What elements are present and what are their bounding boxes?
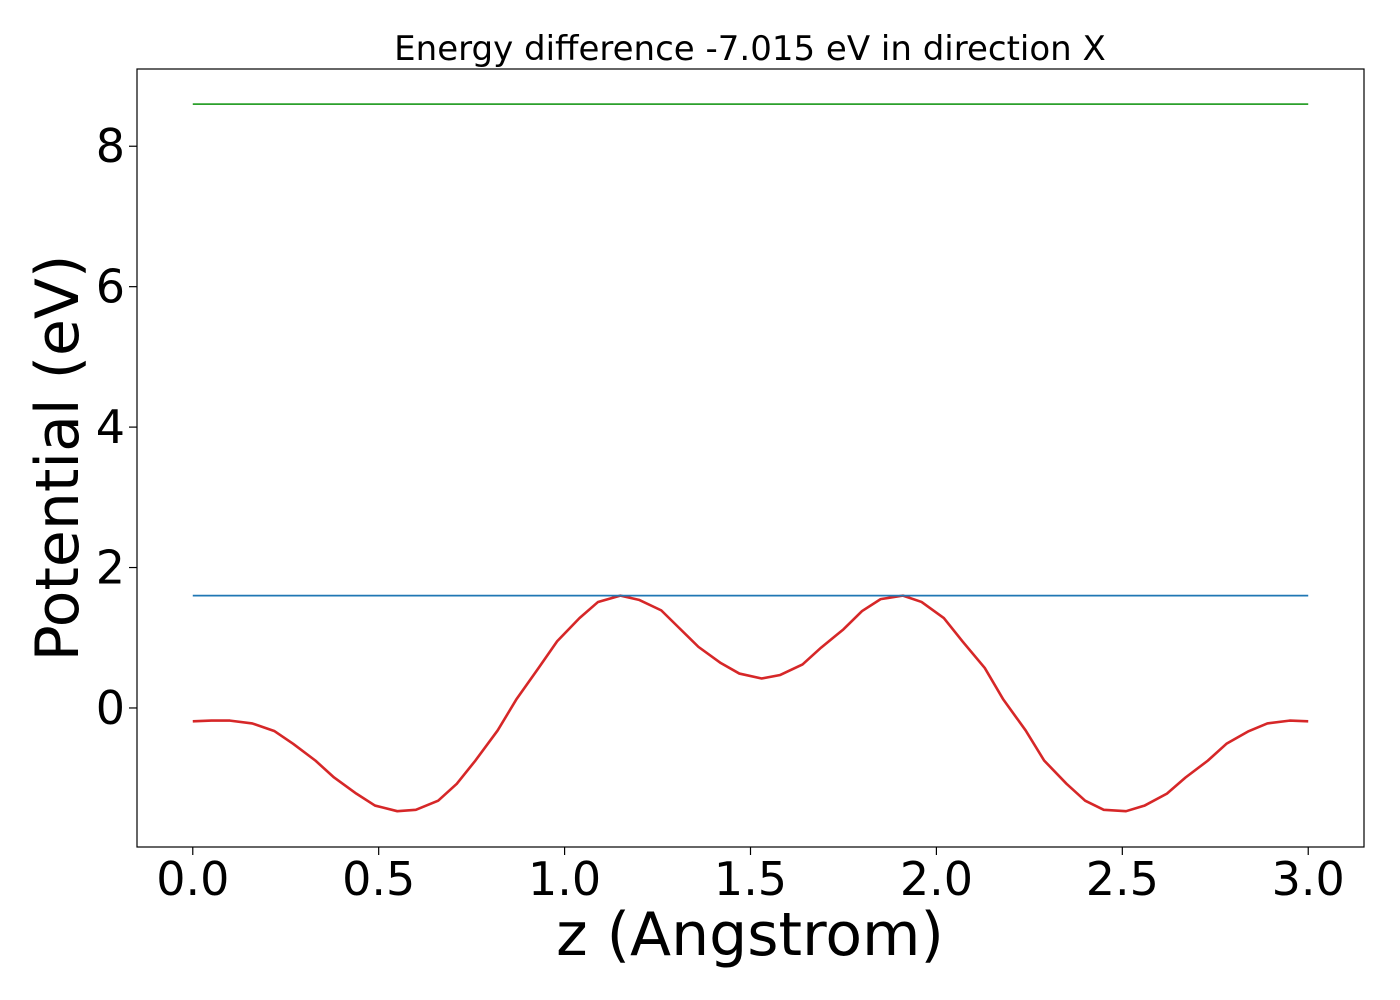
x-axis-ticks: 0.0 0.5 1.0 1.5 2.0 2.5 3.0 (156, 847, 1345, 906)
chart-title: Energy difference -7.015 eV in direction… (394, 29, 1106, 69)
series-line-0 (192, 594, 1309, 813)
series-layer (192, 103, 1309, 813)
x-tick-label: 0.5 (342, 852, 415, 906)
plot-frame (136, 68, 1365, 848)
y-axis-ticks: 0 2 4 6 8 (96, 119, 137, 735)
x-tick-label: 1.5 (714, 852, 787, 906)
x-axis-label: z (Angstrom) (556, 900, 944, 970)
y-tick-label: 0 (96, 681, 125, 735)
y-tick-label: 4 (96, 400, 125, 454)
x-tick-label: 1.0 (528, 852, 601, 906)
y-tick-label: 6 (96, 260, 125, 314)
x-tick-label: 2.0 (900, 852, 973, 906)
x-tick-label: 0.0 (156, 852, 229, 906)
y-tick-label: 2 (96, 541, 125, 595)
x-tick-label: 3.0 (1272, 852, 1345, 906)
y-tick-label: 8 (96, 119, 125, 173)
y-axis-label: Potential (eV) (23, 255, 93, 662)
x-tick-label: 2.5 (1086, 852, 1159, 906)
